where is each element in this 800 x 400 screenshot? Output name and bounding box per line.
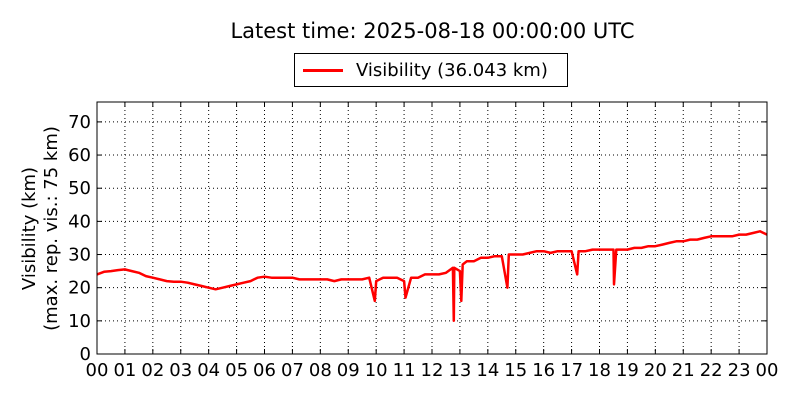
- grid-lines: [97, 102, 767, 354]
- legend-swatch-visibility: [303, 69, 343, 72]
- x-tick-label: 00: [86, 360, 109, 381]
- y-tick-label: 20: [68, 278, 91, 299]
- axis-ticks: 00 01 02 03 04 05 06 07 08 09 10 11 12 13 14 15 16 17 18 19…: [68, 102, 778, 381]
- x-tick-label: 23: [728, 360, 751, 381]
- x-tick-label: 09: [337, 360, 360, 381]
- x-tick-label: 10: [365, 360, 388, 381]
- y-tick-label: 10: [68, 311, 91, 332]
- x-tick-label: 11: [393, 360, 416, 381]
- x-tick-label: 01: [113, 360, 136, 381]
- x-tick-label: 08: [309, 360, 332, 381]
- x-tick-label: 22: [700, 360, 723, 381]
- y-tick-label: 40: [68, 211, 91, 232]
- x-tick-label: 05: [225, 360, 248, 381]
- x-tick-label: 12: [421, 360, 444, 381]
- x-tick-label: 06: [253, 360, 276, 381]
- x-tick-label: 16: [532, 360, 555, 381]
- x-tick-label: 13: [448, 360, 471, 381]
- y-tick-label: 30: [68, 245, 91, 266]
- y-tick-label: 70: [68, 112, 91, 133]
- x-tick-label: 14: [476, 360, 499, 381]
- y-tick-label: 0: [80, 344, 91, 365]
- x-tick-label: 17: [560, 360, 583, 381]
- plot-frame: [96, 101, 768, 355]
- series-line-visibility: [96, 230, 768, 323]
- legend-label-visibility: Visibility (36.043 km): [356, 60, 548, 81]
- x-tick-label: 07: [281, 360, 304, 381]
- x-tick-label: 15: [504, 360, 527, 381]
- x-tick-label: 02: [141, 360, 164, 381]
- y-tick-label: 60: [68, 145, 91, 166]
- chart-title: Latest time: 2025-08-18 00:00:00 UTC: [230, 19, 635, 43]
- series-layer: [96, 230, 768, 323]
- y-tick-label: 50: [68, 178, 91, 199]
- x-tick-label: 04: [197, 360, 220, 381]
- y-axis-label-subtitle: (max. rep. vis.: 75 km): [40, 125, 62, 331]
- x-tick-label: 18: [588, 360, 611, 381]
- x-tick-label: 20: [644, 360, 667, 381]
- x-tick-label: 21: [672, 360, 695, 381]
- x-tick-label: 03: [169, 360, 192, 381]
- x-tick-label: 00: [756, 360, 779, 381]
- legend: Visibility (36.043 km): [294, 53, 568, 87]
- y-axis-label: Visibility (km): [18, 166, 40, 290]
- x-tick-label: 19: [616, 360, 639, 381]
